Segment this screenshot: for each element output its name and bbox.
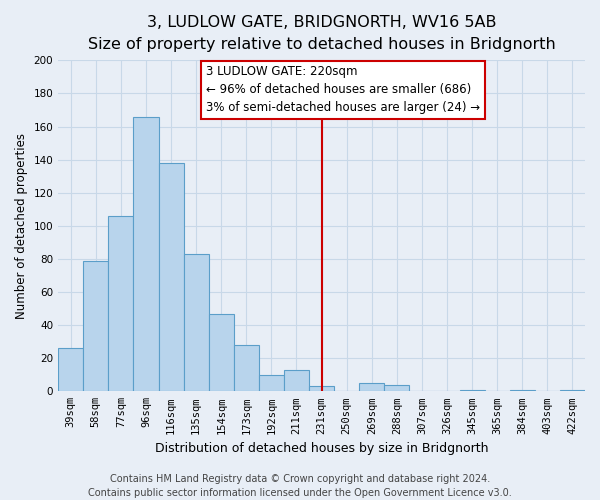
Bar xyxy=(385,384,409,392)
Bar xyxy=(184,254,209,392)
Bar xyxy=(234,345,259,392)
Bar xyxy=(510,390,535,392)
Bar xyxy=(359,383,385,392)
Text: Contains HM Land Registry data © Crown copyright and database right 2024.
Contai: Contains HM Land Registry data © Crown c… xyxy=(88,474,512,498)
X-axis label: Distribution of detached houses by size in Bridgnorth: Distribution of detached houses by size … xyxy=(155,442,488,455)
Bar xyxy=(209,314,234,392)
Bar xyxy=(109,216,133,392)
Title: 3, LUDLOW GATE, BRIDGNORTH, WV16 5AB
Size of property relative to detached house: 3, LUDLOW GATE, BRIDGNORTH, WV16 5AB Siz… xyxy=(88,15,556,52)
Bar xyxy=(284,370,309,392)
Bar xyxy=(83,260,109,392)
Y-axis label: Number of detached properties: Number of detached properties xyxy=(15,133,28,319)
Bar xyxy=(133,116,158,392)
Text: 3 LUDLOW GATE: 220sqm
← 96% of detached houses are smaller (686)
3% of semi-deta: 3 LUDLOW GATE: 220sqm ← 96% of detached … xyxy=(206,66,480,114)
Bar xyxy=(309,386,334,392)
Bar xyxy=(259,375,284,392)
Bar xyxy=(58,348,83,392)
Bar xyxy=(560,390,585,392)
Bar xyxy=(158,163,184,392)
Bar xyxy=(460,390,485,392)
